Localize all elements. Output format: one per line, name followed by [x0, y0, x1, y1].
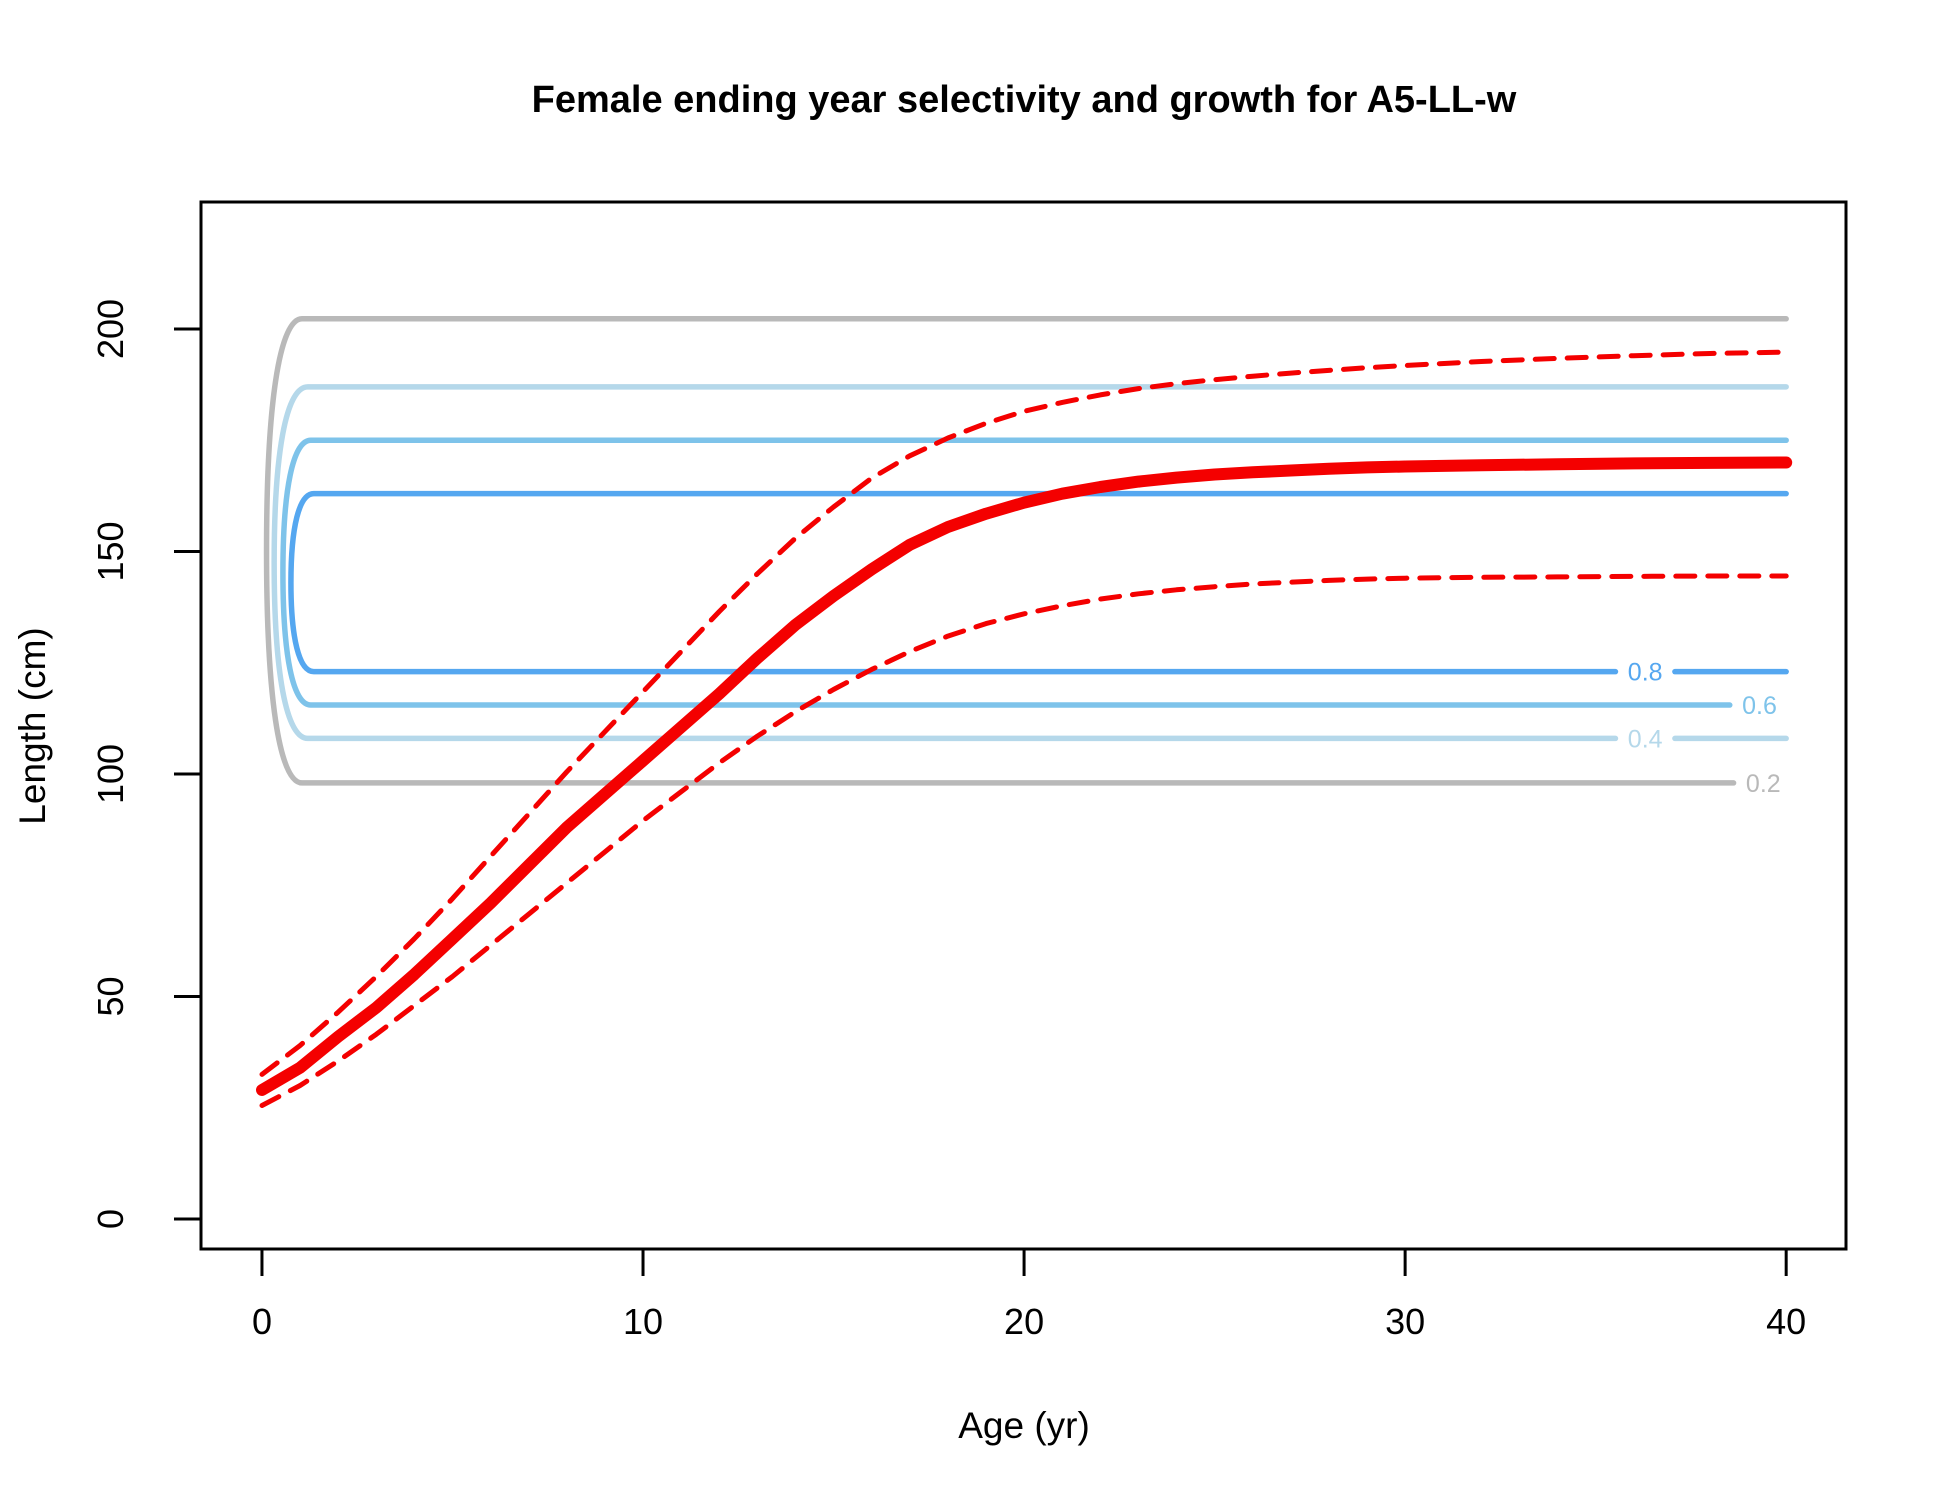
contour-label-0.2: 0.2 [1746, 770, 1781, 798]
axes: 0 10 20 30 40 0 50 100 150 200 [90, 299, 1806, 1342]
chart-title: Female ending year selectivity and growt… [532, 79, 1517, 121]
x-tick-label-0: 0 [252, 1301, 272, 1342]
growth-curve-lower-interval [259, 573, 1789, 1108]
x-tick-label-40: 40 [1766, 1301, 1806, 1342]
y-tick-label-0: 0 [90, 1209, 131, 1229]
contour-line-0.6 [280, 437, 1789, 708]
y-tick-label-200: 200 [90, 299, 131, 359]
y-tick-label-100: 100 [90, 744, 131, 804]
x-tick-label-10: 10 [623, 1301, 663, 1342]
y-axis-title: Length (cm) [12, 627, 53, 824]
contour-label-0.4: 0.4 [1628, 725, 1663, 753]
contour-line-0.4 [271, 384, 1789, 742]
growth-curve-mean-length-at-age [256, 456, 1793, 1096]
contour-line-0.8 [288, 490, 1789, 675]
y-tick-label-150: 150 [90, 521, 131, 581]
x-tick-label-30: 30 [1385, 1301, 1425, 1342]
selectivity-contours: 0.2 0.4 0.6 0.8 [263, 316, 1789, 798]
contour-line-0.2 [263, 316, 1789, 786]
plot-box [199, 200, 1848, 1251]
y-tick-label-50: 50 [90, 976, 131, 1016]
x-tick-label-20: 20 [1004, 1301, 1044, 1342]
x-axis-title: Age (yr) [958, 1405, 1090, 1446]
contour-label-0.8: 0.8 [1628, 659, 1663, 687]
growth-curve-upper-interval [259, 349, 1789, 1077]
contour-label-0.6: 0.6 [1742, 692, 1777, 720]
growth-curves [256, 349, 1793, 1108]
